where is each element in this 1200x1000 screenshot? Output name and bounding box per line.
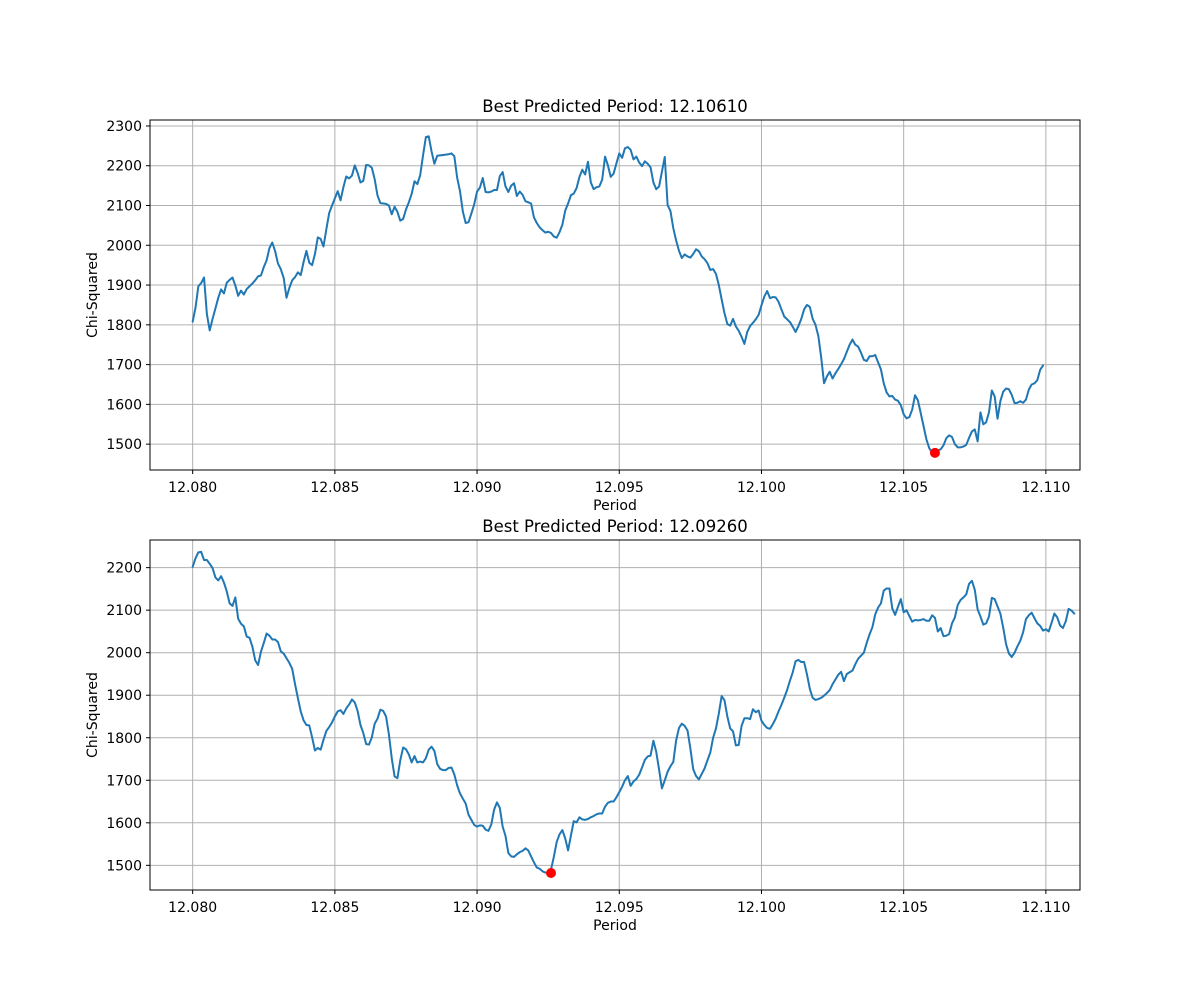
chart-top: 12.080 12.085 12.090 12.095 12.100 12.105 12.1… bbox=[85, 97, 1081, 514]
y-tick-label: 2000 bbox=[106, 238, 142, 254]
chart-title: Best Predicted Period: 12.10610 bbox=[482, 97, 747, 116]
y-tick-label: 1900 bbox=[106, 278, 142, 294]
chi-squared-line bbox=[191, 550, 1076, 874]
chi-squared-line bbox=[191, 135, 1045, 454]
axis-ticks: 12.080 12.085 12.090 12.095 12.100 12.105 12.1… bbox=[106, 119, 1070, 496]
y-tick-label: 1700 bbox=[106, 358, 142, 374]
y-tick-label: 1600 bbox=[106, 397, 142, 413]
x-tick-label: 12.110 bbox=[1021, 900, 1070, 916]
y-tick-label: 1800 bbox=[106, 731, 142, 747]
best-period-marker bbox=[929, 447, 940, 458]
y-tick-label: 2000 bbox=[106, 646, 142, 662]
x-tick-label: 12.110 bbox=[1021, 480, 1070, 496]
grid-lines bbox=[150, 540, 1080, 890]
x-tick-label: 12.080 bbox=[168, 480, 217, 496]
y-tick-label: 2200 bbox=[106, 159, 142, 175]
y-tick-label: 1900 bbox=[106, 688, 142, 704]
y-tick-label: 1700 bbox=[106, 773, 142, 789]
x-tick-label: 12.085 bbox=[310, 480, 359, 496]
y-tick-label: 1500 bbox=[106, 858, 142, 874]
y-tick-label: 2100 bbox=[106, 603, 142, 619]
x-tick-label: 12.095 bbox=[595, 480, 644, 496]
y-axis-label: Chi-Squared bbox=[85, 252, 101, 338]
y-tick-label: 2200 bbox=[106, 561, 142, 577]
y-tick-label: 1600 bbox=[106, 816, 142, 832]
x-tick-label: 12.100 bbox=[737, 480, 786, 496]
axis-ticks: 12.080 12.085 12.090 12.095 12.100 12.105 12.1… bbox=[106, 561, 1070, 916]
chart-title: Best Predicted Period: 12.09260 bbox=[482, 517, 747, 536]
x-tick-label: 12.095 bbox=[595, 900, 644, 916]
x-axis-label: Period bbox=[593, 498, 637, 514]
y-tick-label: 2100 bbox=[106, 199, 142, 215]
x-tick-label: 12.090 bbox=[453, 480, 502, 496]
axes-frame bbox=[149, 539, 1081, 891]
x-tick-label: 12.085 bbox=[310, 900, 359, 916]
chart-bottom: 12.080 12.085 12.090 12.095 12.100 12.105 12.1… bbox=[85, 517, 1081, 934]
x-axis-label: Period bbox=[593, 918, 637, 934]
axes-frame bbox=[149, 119, 1081, 471]
x-tick-label: 12.105 bbox=[879, 480, 928, 496]
y-tick-label: 1500 bbox=[106, 437, 142, 453]
best-period-marker bbox=[546, 867, 557, 878]
x-tick-label: 12.080 bbox=[168, 900, 217, 916]
y-tick-label: 1800 bbox=[106, 318, 142, 334]
x-tick-label: 12.090 bbox=[453, 900, 502, 916]
y-axis-label: Chi-Squared bbox=[85, 672, 101, 758]
y-tick-label: 2300 bbox=[106, 119, 142, 135]
x-tick-label: 12.100 bbox=[737, 900, 786, 916]
x-tick-label: 12.105 bbox=[879, 900, 928, 916]
